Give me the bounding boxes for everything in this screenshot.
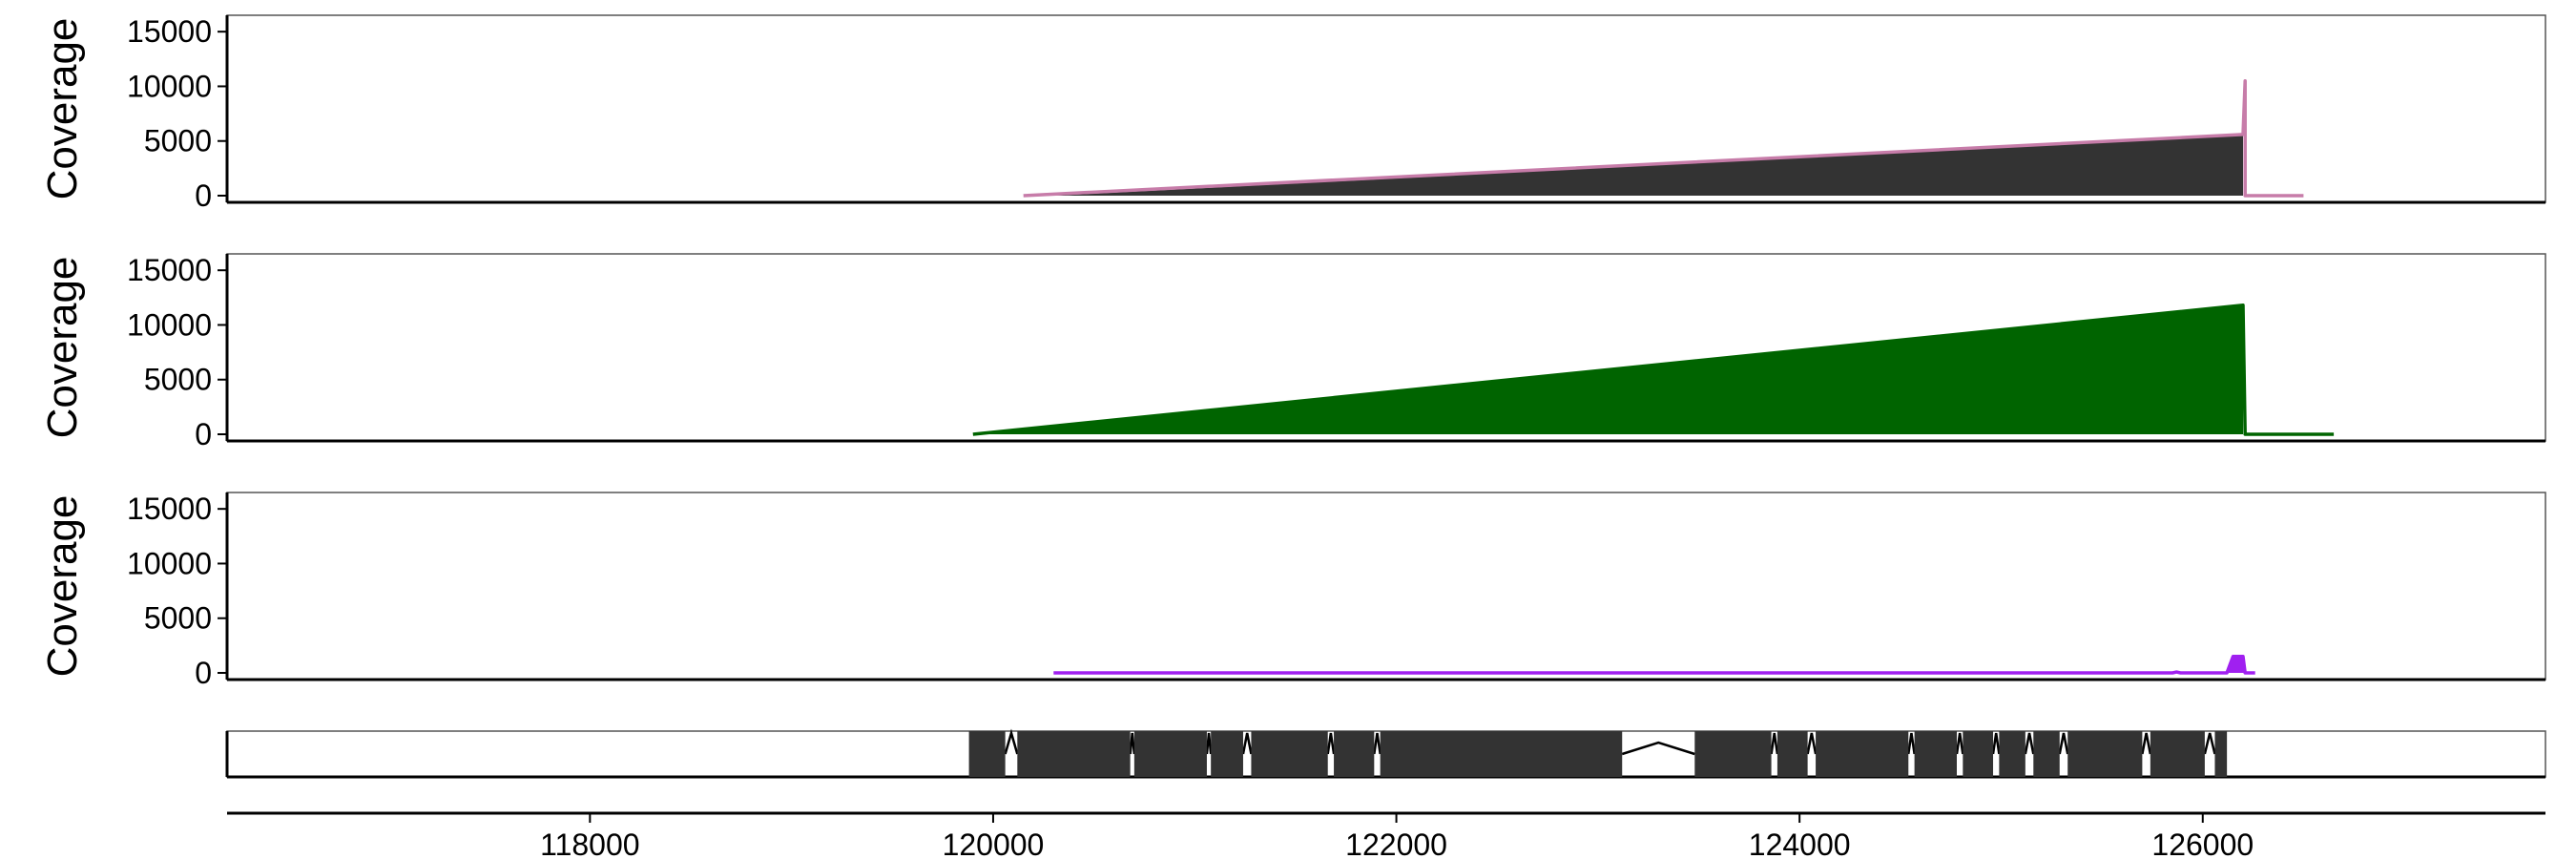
- intron-line: [2024, 732, 2035, 755]
- exon-block: [1334, 731, 1375, 777]
- y-tick-label: 5000: [144, 363, 212, 397]
- intron-line: [2058, 732, 2069, 755]
- intron-line: [1955, 732, 1964, 755]
- coverage-line: [972, 304, 2335, 436]
- genomic-x-axis: 118000 120000 122000 124000 126000: [227, 811, 2545, 859]
- coverage-line: [1053, 655, 2255, 675]
- intron-line: [1991, 732, 2001, 755]
- y-tick-label: 10000: [127, 307, 212, 342]
- exon-block: [1380, 731, 1623, 777]
- coverage-track-2: 0 5000 10000 15000 Coverage: [39, 253, 2546, 451]
- intron-line: [1205, 732, 1213, 755]
- exon-block: [2067, 731, 2143, 777]
- y-tick-label: 0: [195, 178, 212, 213]
- exon-block: [1133, 731, 1207, 777]
- y-tick-label: 0: [195, 417, 212, 451]
- x-tick-label: 120000: [943, 828, 1045, 859]
- coverage-line: [1023, 78, 2304, 198]
- intron-line: [1907, 732, 1916, 755]
- exon-block: [1017, 731, 1131, 777]
- exon-block: [1914, 731, 1957, 777]
- intron-line: [1129, 732, 1136, 755]
- intron-line: [1326, 732, 1336, 755]
- exon-block: [1694, 731, 1772, 777]
- intron-line: [1004, 728, 1019, 755]
- gene-model-track: [225, 728, 2546, 779]
- y-tick-label: 10000: [127, 546, 212, 580]
- y-tick-label: 15000: [127, 253, 212, 287]
- exon-block: [1816, 731, 1909, 777]
- intron-line: [2141, 732, 2152, 755]
- exon-block: [2150, 731, 2205, 777]
- y-axis-title: Coverage: [39, 257, 86, 439]
- exon-block: [1999, 731, 2025, 777]
- y-axis-title: Coverage: [39, 495, 86, 678]
- intron-line: [1621, 741, 1695, 756]
- exon-block: [1776, 731, 1808, 777]
- exon-block: [2214, 731, 2228, 777]
- exon-block: [1963, 731, 1994, 777]
- x-tick-label: 126000: [2151, 828, 2254, 859]
- exon-block: [1211, 731, 1243, 777]
- coverage-track-3: 0 5000 10000 15000 Coverage: [39, 492, 2546, 690]
- intron-line: [1770, 732, 1779, 755]
- exon-block: [968, 731, 1006, 777]
- intron-line: [1373, 732, 1381, 755]
- y-tick-label: 0: [195, 656, 212, 690]
- y-tick-label: 15000: [127, 492, 212, 526]
- y-tick-label: 15000: [127, 14, 212, 49]
- exon-block: [1251, 731, 1328, 777]
- y-axis-title: Coverage: [39, 18, 86, 200]
- y-tick-label: 5000: [144, 124, 212, 158]
- panel-frame: [226, 492, 2546, 681]
- intron-line: [2203, 732, 2216, 755]
- x-tick-label: 122000: [1345, 828, 1447, 859]
- coverage-area: [2227, 656, 2246, 673]
- y-tick-label: 10000: [127, 69, 212, 103]
- x-tick-label: 118000: [540, 828, 639, 859]
- intron-line: [1806, 732, 1818, 755]
- y-tick-label: 5000: [144, 601, 212, 636]
- exon-block: [2033, 731, 2060, 777]
- intron-line: [1241, 732, 1253, 755]
- coverage-track-1: 0 5000 10000 15000 Coverage: [39, 14, 2546, 213]
- x-tick-label: 124000: [1749, 828, 1851, 859]
